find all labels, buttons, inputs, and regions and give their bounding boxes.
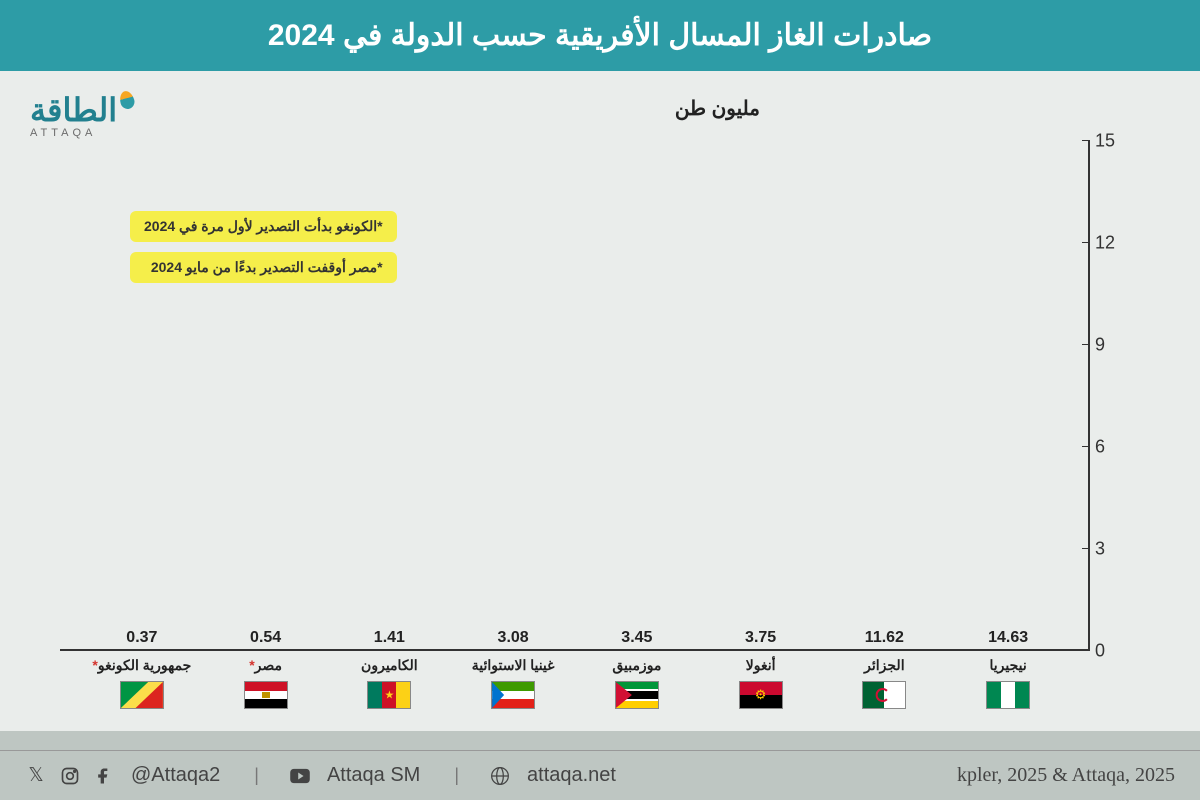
social-handle-2: Attaqa SM xyxy=(327,764,420,787)
flag-eqguinea xyxy=(491,681,535,709)
x-axis-label: أنغولا xyxy=(711,657,811,674)
y-tick-label: 12 xyxy=(1095,233,1145,254)
source-attribution: kpler, 2025 & Attaqa, 2025 xyxy=(957,764,1175,787)
bar-value-label: 0.54 xyxy=(250,629,281,647)
web-icon xyxy=(489,765,511,787)
social-links: 𝕏 @Attaqa2 | Attaqa SM | attaqa.net xyxy=(25,764,620,787)
flag-nigeria xyxy=(986,681,1030,709)
bar-group: 11.62 xyxy=(834,629,934,651)
bar-value-label: 0.37 xyxy=(126,629,157,647)
chart-title: صادرات الغاز المسال الأفريقية حسب الدولة… xyxy=(0,0,1200,71)
flag-angola xyxy=(739,681,783,709)
x-icon: 𝕏 xyxy=(25,765,47,787)
y-axis: 03691215 xyxy=(1095,141,1145,651)
bar-value-label: 1.41 xyxy=(374,629,405,647)
facebook-icon xyxy=(93,765,115,787)
bar-value-label: 3.08 xyxy=(498,629,529,647)
unit-label: مليون طن xyxy=(675,96,760,121)
x-axis-label: جمهورية الكونغو* xyxy=(92,657,192,674)
social-handle-1: @Attaqa2 xyxy=(131,764,220,787)
bars-container: 14.63 11.62 3.75 3.45 3.08 1.41 0.54 0.37 xyxy=(60,141,1090,651)
bar-group: 3.08 xyxy=(463,629,563,651)
bar-group: 14.63 xyxy=(958,629,1058,651)
x-axis-label: موزمبيق xyxy=(587,657,687,674)
x-axis-label: نيجيريا xyxy=(958,657,1058,674)
logo-drop-icon xyxy=(118,89,136,110)
flag-algeria xyxy=(862,681,906,709)
website-label: attaqa.net xyxy=(527,764,616,787)
logo-text-ar: الطاقة xyxy=(30,92,117,128)
bar-value-label: 11.62 xyxy=(865,629,904,647)
bar-group: 3.75 xyxy=(711,629,811,651)
logo: الطاقة ATTAQA xyxy=(30,91,134,139)
separator: | xyxy=(454,765,459,786)
x-axis-label: الجزائر xyxy=(834,657,934,674)
bar-chart: 03691215 14.6311.623.753.453.081.410.540… xyxy=(60,141,1090,651)
y-tick-label: 0 xyxy=(1095,641,1145,662)
flag-cameroon xyxy=(367,681,411,709)
bar-value-label: 3.45 xyxy=(621,629,652,647)
y-tick-label: 3 xyxy=(1095,539,1145,560)
bar-group: 3.45 xyxy=(587,629,687,651)
chart-area: الطاقة ATTAQA مليون طن *الكونغو بدأت الت… xyxy=(0,71,1200,731)
flag-mozambique xyxy=(615,681,659,709)
bar-group: 0.54 xyxy=(216,629,316,651)
bar-value-label: 3.75 xyxy=(745,629,776,647)
flags-row xyxy=(60,681,1090,709)
bar-group: 0.37 xyxy=(92,629,192,651)
x-axis-label: الكاميرون xyxy=(339,657,439,674)
flag-egypt xyxy=(244,681,288,709)
separator: | xyxy=(254,765,259,786)
youtube-icon xyxy=(289,765,311,787)
x-axis-label: غينيا الاستوائية xyxy=(463,657,563,674)
flag-congo xyxy=(120,681,164,709)
instagram-icon xyxy=(59,765,81,787)
x-axis-label: مصر* xyxy=(216,657,316,674)
y-tick-label: 6 xyxy=(1095,437,1145,458)
y-tick-label: 15 xyxy=(1095,131,1145,152)
y-tick-label: 9 xyxy=(1095,335,1145,356)
bar-value-label: 14.63 xyxy=(988,629,1028,647)
footer: 𝕏 @Attaqa2 | Attaqa SM | attaqa.net kple… xyxy=(0,750,1200,800)
x-labels: نيجيريا الجزائر أنغولا موزمبيق غينيا الاستوا… xyxy=(60,651,1090,674)
bar-group: 1.41 xyxy=(339,629,439,651)
